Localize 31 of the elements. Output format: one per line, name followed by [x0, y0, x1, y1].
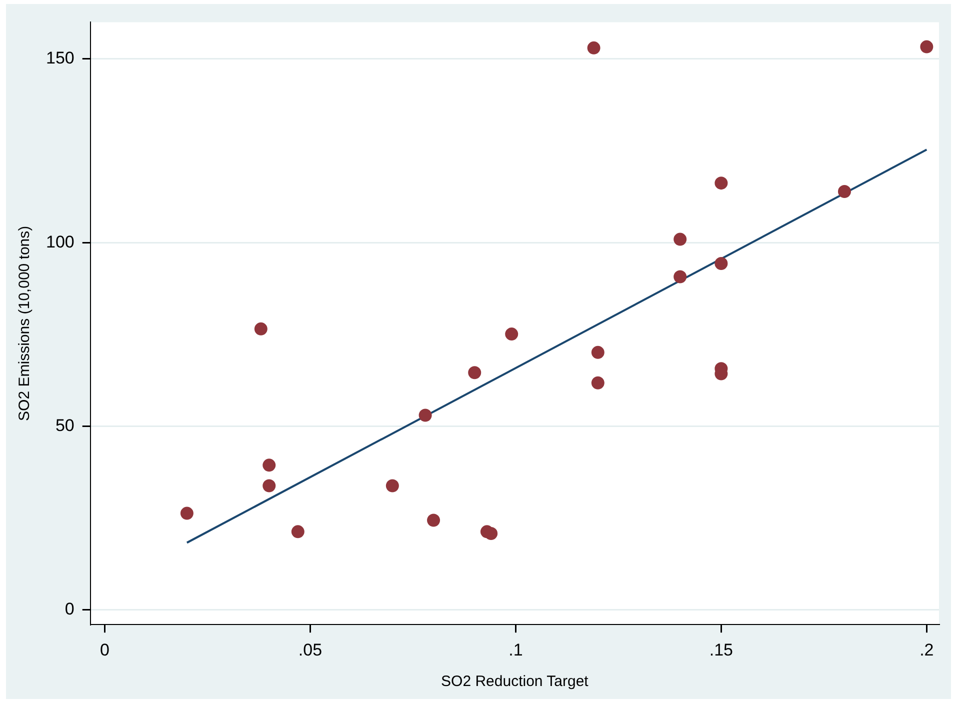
point	[591, 346, 604, 359]
point	[254, 322, 268, 336]
point	[427, 514, 440, 527]
point	[587, 41, 600, 54]
point	[838, 185, 851, 198]
point	[418, 408, 432, 422]
x-axis-title: SO2 Reduction Target	[441, 673, 590, 690]
point	[674, 270, 687, 284]
y-axis-title: SO2 Emissions (10,000 tons)	[16, 226, 34, 421]
point	[505, 328, 518, 341]
y-tick-label: 150	[46, 48, 74, 68]
point	[484, 527, 498, 540]
y-tick-label: 100	[46, 232, 74, 252]
x-tick-label: 0	[100, 640, 110, 660]
point	[714, 257, 728, 270]
point	[262, 458, 276, 472]
point	[180, 506, 194, 520]
point	[714, 176, 728, 190]
x-tick-label: .1	[508, 640, 523, 660]
point	[920, 40, 934, 54]
x-tick-label: .2	[920, 640, 934, 660]
y-tick-label: 50	[55, 416, 74, 435]
point	[386, 479, 399, 492]
y-tick-label: 0	[64, 600, 74, 619]
point	[262, 479, 276, 492]
point	[591, 376, 604, 390]
x-tick-label: .15	[709, 640, 734, 660]
x-tick-label: .05	[298, 640, 322, 660]
point	[291, 525, 304, 538]
point	[674, 232, 687, 246]
point	[468, 366, 482, 380]
